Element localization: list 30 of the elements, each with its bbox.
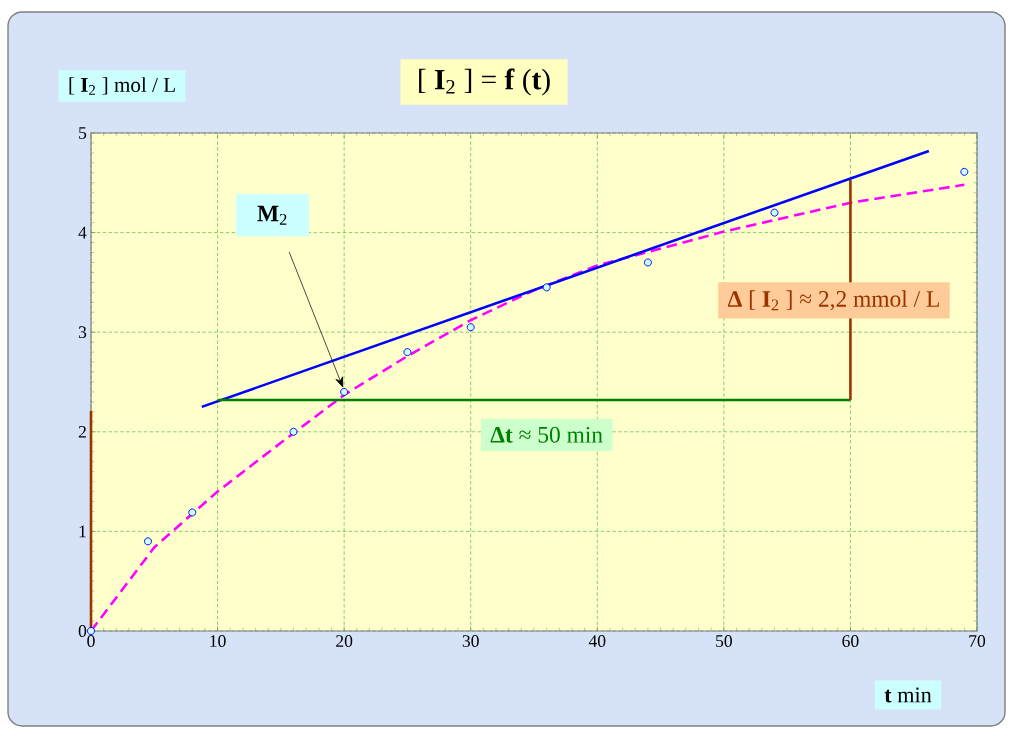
- point: [143, 537, 152, 546]
- y-tick-label: 0: [78, 625, 87, 637]
- y-tick-label: 1: [79, 525, 86, 538]
- y-tick-label: 3: [78, 326, 87, 339]
- y-tick-label: 5: [79, 127, 87, 139]
- point: [403, 348, 412, 357]
- x-tick-label: 70: [969, 635, 986, 647]
- y-axis-title: [ I$_{2}$ ] mol / L: [69, 77, 175, 95]
- y-tick-label: 2: [78, 425, 86, 438]
- chart-title: [ I$_{2}$ ] = f (t): [419, 68, 550, 96]
- y-tick-label: 4: [78, 226, 87, 239]
- x-tick-label: 0: [87, 635, 95, 647]
- x-tick-label: 20: [336, 635, 353, 647]
- annotation: M$_{2}$: [257, 205, 287, 225]
- point: [960, 167, 969, 176]
- point: [466, 323, 475, 332]
- x-tick-label: 60: [842, 635, 859, 647]
- x-tick-label: 10: [210, 635, 226, 647]
- point: [770, 208, 779, 217]
- point: [289, 427, 298, 436]
- x-tick-label: 30: [462, 635, 479, 647]
- point: [542, 283, 551, 292]
- annotation: Δ [ I$_{2}$ ] ≈ 2,2 mmol / L: [727, 290, 939, 311]
- x-tick-label: 40: [588, 635, 606, 647]
- annotation: Δt ≈ 50 min: [490, 426, 603, 443]
- x-axis-title: t min: [884, 687, 932, 703]
- point: [188, 508, 197, 517]
- point: [340, 387, 349, 396]
- x-tick-label: 50: [716, 635, 732, 647]
- point: [643, 258, 652, 267]
